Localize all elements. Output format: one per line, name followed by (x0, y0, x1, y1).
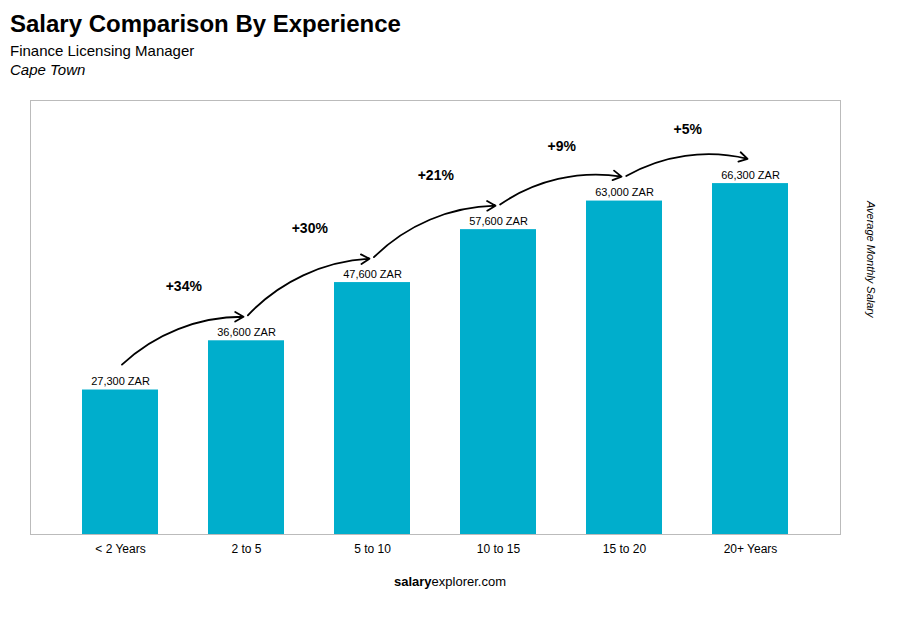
svg-text:63,000 ZAR: 63,000 ZAR (595, 186, 654, 198)
svg-text:36,600 ZAR: 36,600 ZAR (217, 326, 276, 338)
svg-text:+21%: +21% (418, 167, 455, 183)
svg-text:66,300 ZAR: 66,300 ZAR (721, 169, 780, 181)
svg-text:5 to 10: 5 to 10 (354, 542, 391, 556)
html-text:Salary Comparison By Experienc: Salary Comparison By Experience (10, 10, 401, 37)
html-text:salary explorer.com: salary explorer.com (394, 574, 506, 589)
svg-text:+34%: +34% (166, 278, 203, 294)
svg-text:47,600 ZAR: 47,600 ZAR (343, 268, 402, 280)
svg-text:20+ Years: 20+ Years (724, 542, 778, 556)
svg-text:15 to 20: 15 to 20 (603, 542, 647, 556)
svg-text:10 to 15: 10 to 15 (477, 542, 521, 556)
svg-text:+30%: +30% (292, 220, 329, 236)
svg-text:27,300 ZAR: 27,300 ZAR (91, 375, 150, 387)
svg-text:+5%: +5% (674, 121, 703, 137)
html-text:Finance Licensing Manager: Finance Licensing Manager (10, 42, 195, 59)
svg-text:+9%: +9% (548, 138, 577, 154)
svg-text:57,600 ZAR: 57,600 ZAR (469, 215, 528, 227)
html-text:Cape Town: Cape Town (10, 61, 86, 78)
svg-text:Average Monthly Salary: Average Monthly Salary (865, 200, 877, 319)
svg-text:2 to 5: 2 to 5 (231, 542, 261, 556)
svg-text:< 2 Years: < 2 Years (95, 542, 145, 556)
